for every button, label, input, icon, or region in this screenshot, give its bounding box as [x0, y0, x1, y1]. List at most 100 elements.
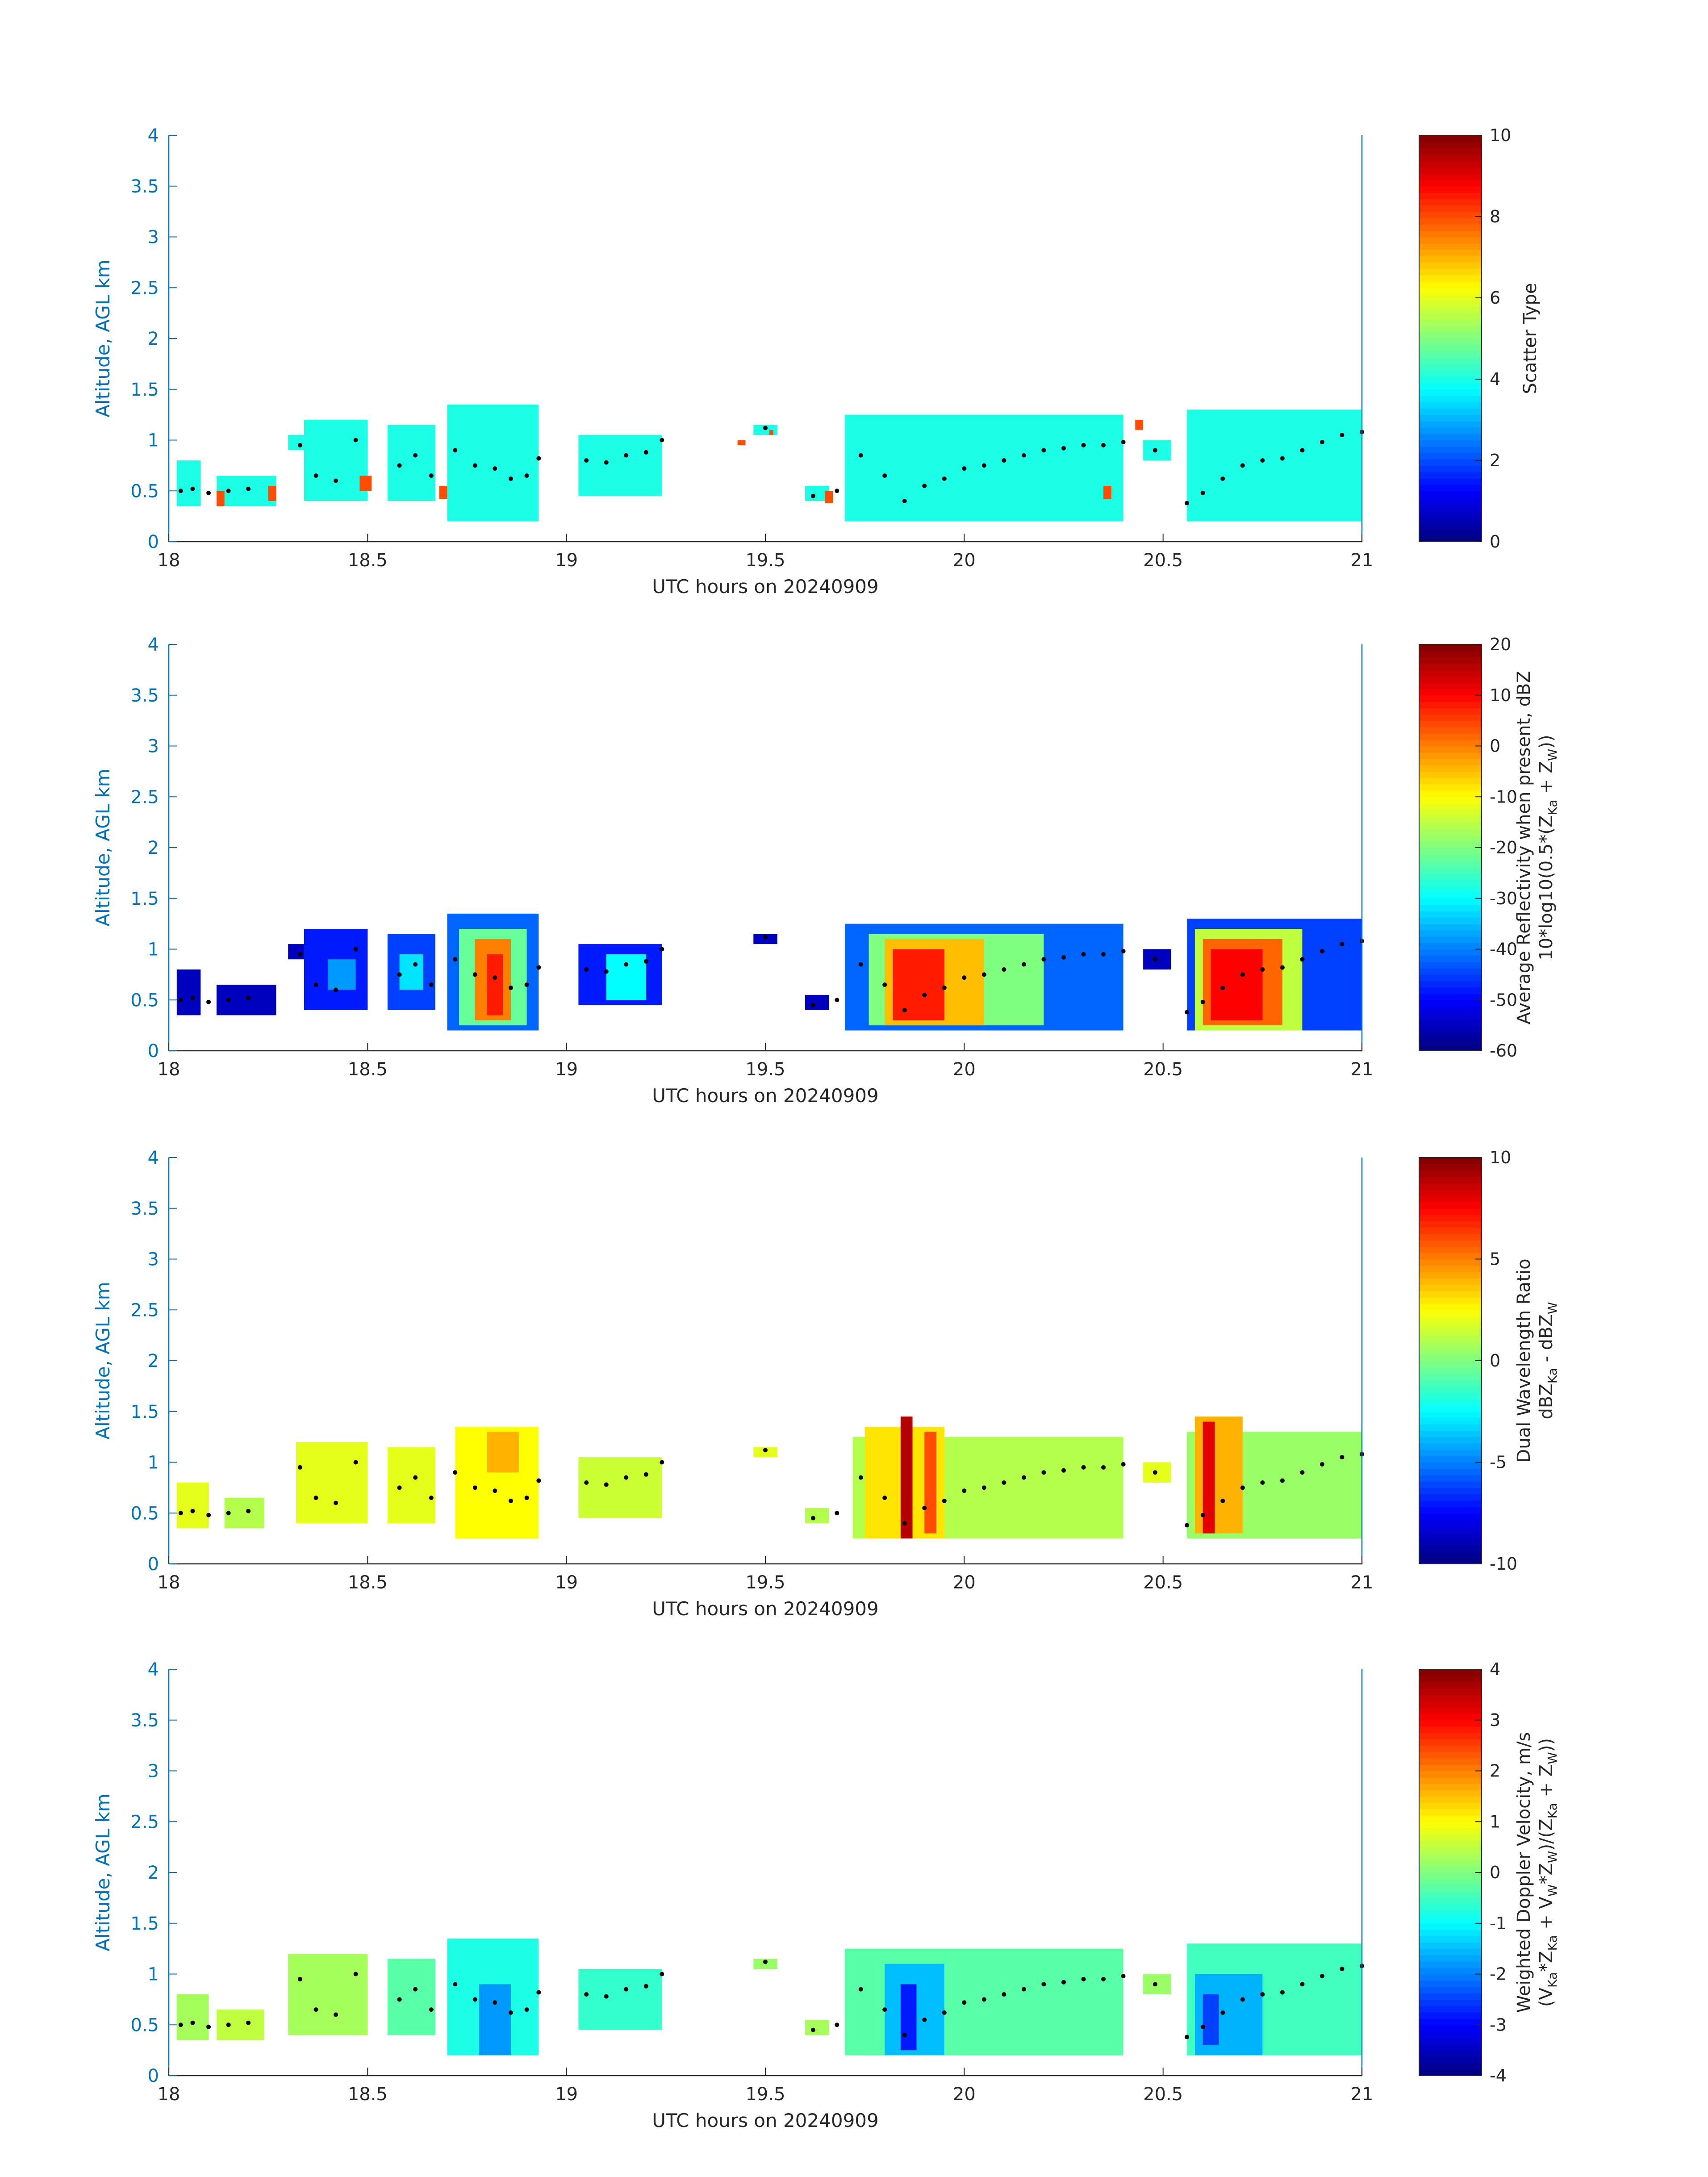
- colorbar-tick-label: 5: [1490, 1249, 1500, 1269]
- colorbar-segment: [1419, 1246, 1482, 1253]
- colorbar-segment: [1419, 1815, 1482, 1822]
- colorbar-segment: [1419, 1885, 1482, 1892]
- colorbar-segment: [1419, 784, 1482, 791]
- colorbar-segment: [1419, 275, 1482, 282]
- colorbar-segment: [1419, 1676, 1482, 1683]
- colorbar-segment: [1419, 676, 1482, 683]
- colorbar-segment: [1419, 1316, 1482, 1323]
- track-marker: [584, 458, 589, 463]
- colorbar-tick-label: -2: [1490, 1964, 1507, 1984]
- track-marker: [1081, 443, 1086, 447]
- colorbar-segment: [1419, 644, 1482, 651]
- colorbar-tick-label: 8: [1490, 207, 1500, 226]
- data-cell: [224, 1498, 264, 1529]
- track-marker: [226, 2022, 231, 2027]
- track-marker: [226, 1511, 231, 1516]
- colorbar-segment: [1419, 1758, 1482, 1765]
- colorbar-segment: [1419, 657, 1482, 664]
- data-cell: [769, 430, 773, 435]
- track-marker: [1061, 1468, 1066, 1473]
- y-tick-label: 3.5: [130, 176, 159, 197]
- colorbar-segment: [1419, 1195, 1482, 1203]
- label-part: W: [1545, 1752, 1560, 1764]
- panel-2: 18 18.5 19 19.5 20 20.5 21 0 0.5 1 1.5 2 2.5 3 3.5 4 UTC…: [92, 635, 1560, 1107]
- track-marker: [453, 448, 458, 453]
- x-axis-label: UTC hours on 20240909: [652, 1085, 879, 1107]
- track-marker: [660, 1972, 664, 1976]
- colorbar-segment: [1419, 294, 1482, 301]
- colorbar-segment: [1419, 1923, 1482, 1930]
- colorbar-frame: [1419, 135, 1482, 542]
- x-tick-label: 18: [158, 1572, 180, 1593]
- colorbar-segment: [1419, 243, 1482, 250]
- track-marker: [1101, 1976, 1106, 1981]
- colorbar-segment: [1419, 148, 1482, 155]
- panel-4: 18 18.5 19 19.5 20 20.5 2100.511.522.533.54UTC…: [92, 1659, 1560, 2131]
- y-tick-label: 3.5: [130, 685, 159, 706]
- colorbar-segment: [1419, 955, 1482, 962]
- colorbar-segment: [1419, 160, 1482, 167]
- colorbar-tick-label: 0: [1490, 532, 1500, 552]
- data-cell: [176, 969, 201, 1015]
- colorbar-segment: [1419, 1405, 1482, 1412]
- colorbar-segment: [1419, 752, 1482, 759]
- track-marker: [206, 999, 211, 1004]
- colorbar-segment: [1419, 332, 1482, 339]
- colorbar-segment: [1419, 1259, 1482, 1266]
- track-marker: [413, 1475, 418, 1480]
- colorbar-segment: [1419, 478, 1482, 485]
- data-cell: [1211, 949, 1263, 1020]
- colorbar-segment: [1419, 797, 1482, 804]
- track-marker: [1041, 957, 1046, 962]
- track-marker: [397, 972, 402, 977]
- track-marker: [882, 2007, 887, 2012]
- colorbar-segment: [1419, 1701, 1482, 1708]
- colorbar-segment: [1419, 987, 1482, 994]
- colorbar-segment: [1419, 1904, 1482, 1911]
- track-marker: [763, 1960, 768, 1964]
- track-marker: [413, 1987, 418, 1992]
- x-tick-label: 19.5: [745, 550, 785, 571]
- colorbar-segment: [1419, 803, 1482, 810]
- x-tick-label: 20.5: [1143, 550, 1183, 571]
- track-marker: [1002, 967, 1006, 972]
- track-marker: [604, 1482, 609, 1487]
- y-axis-label: Altitude, AGL km: [92, 1282, 114, 1439]
- track-marker: [1280, 1478, 1285, 1483]
- colorbar-segment: [1419, 357, 1482, 364]
- track-marker: [1200, 999, 1205, 1004]
- x-axis-label: UTC hours on 20240909: [652, 576, 879, 598]
- track-marker: [858, 453, 863, 458]
- colorbar-segment: [1419, 1012, 1482, 1020]
- label-part: + Z: [1536, 1764, 1557, 1803]
- track-marker: [1021, 1987, 1026, 1992]
- track-marker: [835, 489, 839, 493]
- track-marker: [902, 1521, 907, 1525]
- label-part: + Z: [1536, 761, 1557, 799]
- colorbar-segment: [1419, 663, 1482, 670]
- track-marker: [206, 1513, 211, 1517]
- colorbar-segment: [1419, 708, 1482, 715]
- colorbar-tick-label: 0: [1490, 1863, 1500, 1882]
- colorbar-segment: [1419, 1341, 1482, 1349]
- data-cell: [578, 1969, 662, 2030]
- colorbar-segment: [1419, 1450, 1482, 1456]
- track-marker: [1200, 1513, 1205, 1517]
- y-tick-label: 2.5: [130, 1812, 159, 1832]
- label-part: Ka: [1545, 1935, 1560, 1951]
- colorbar-segment: [1419, 727, 1482, 734]
- colorbar-segment: [1419, 930, 1482, 937]
- colorbar-tick-label: -4: [1490, 2066, 1507, 2085]
- colorbar-segment: [1419, 1253, 1482, 1260]
- colorbar-segment: [1419, 1879, 1482, 1886]
- track-marker: [643, 450, 648, 455]
- colorbar-segment: [1419, 1993, 1482, 2000]
- y-tick-label: 1.5: [130, 1914, 159, 1934]
- colorbar-segment: [1419, 695, 1482, 702]
- colorbar-segment: [1419, 1720, 1482, 1727]
- track-marker: [660, 438, 664, 443]
- colorbar-segment: [1419, 217, 1482, 225]
- track-marker: [1002, 458, 1006, 463]
- track-marker: [246, 486, 251, 491]
- track-marker: [1300, 448, 1305, 453]
